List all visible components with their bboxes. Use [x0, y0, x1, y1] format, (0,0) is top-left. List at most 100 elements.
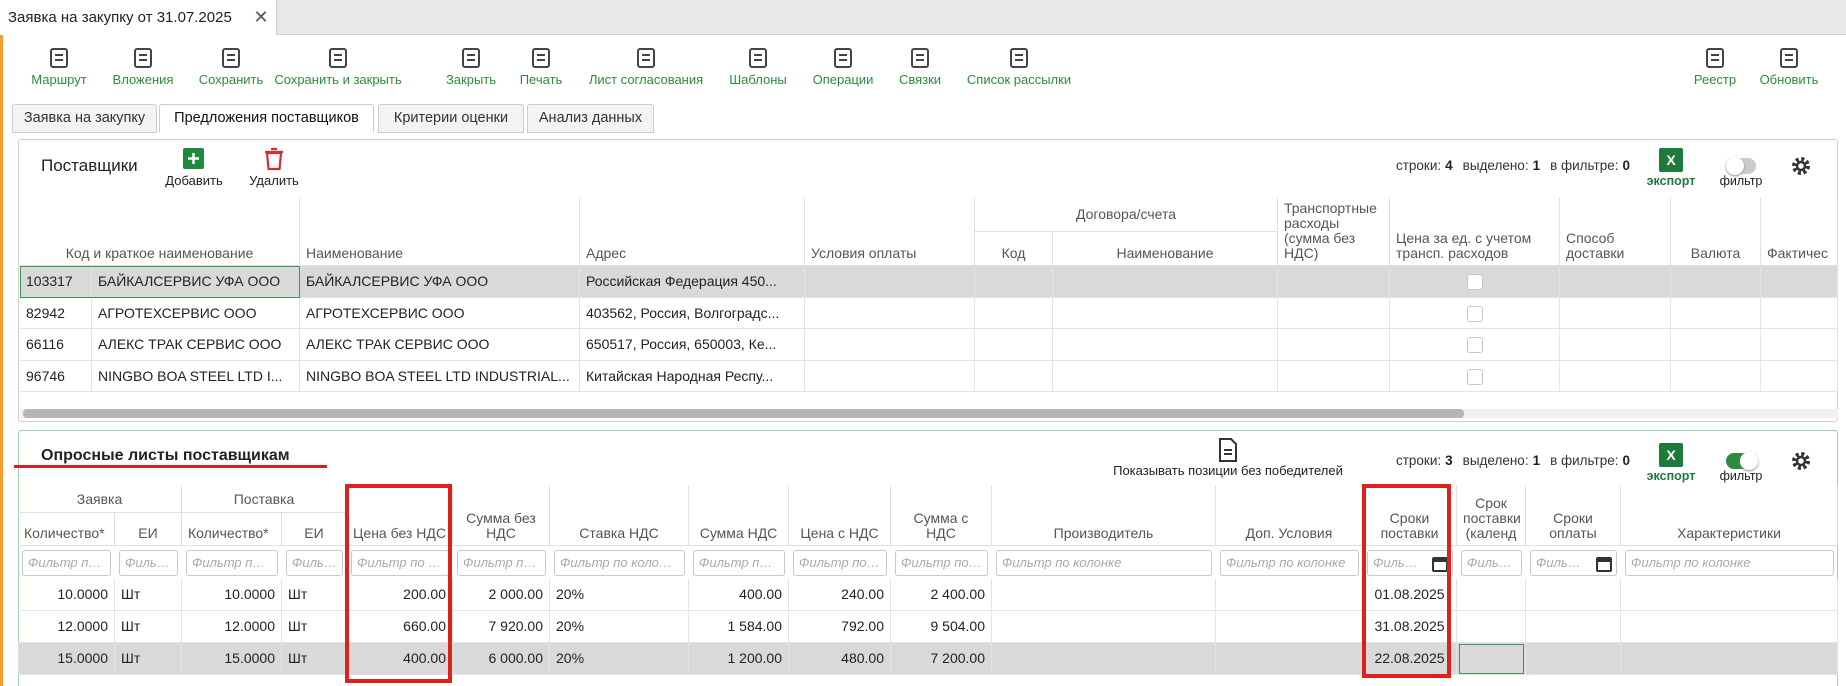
toolbar-button[interactable]: Список рассылки — [966, 72, 1072, 87]
filter-input[interactable]: Фильтр по колонке — [463, 555, 544, 570]
toolbar-icon[interactable] — [1776, 45, 1802, 71]
checkbox[interactable] — [1467, 305, 1483, 322]
stat-label: в фильтре: — [1550, 158, 1619, 173]
doc-icon[interactable] — [1215, 437, 1241, 463]
column-header: Заявка — [18, 486, 182, 513]
filter-input-frame[interactable] — [1625, 550, 1834, 576]
add-button[interactable]: Добавить — [165, 173, 223, 188]
filter-input-frame[interactable] — [554, 550, 685, 576]
stats: строки: 3 выделено: 1 в фильтре: 0 — [1370, 451, 1630, 471]
filter-input-frame[interactable] — [457, 550, 546, 576]
table-row[interactable] — [18, 643, 1838, 675]
filter-input-frame[interactable] — [693, 550, 785, 576]
toolbar-icon-glyph — [834, 48, 852, 68]
toolbar-icon[interactable] — [528, 45, 554, 71]
table-cell — [1278, 266, 1390, 298]
filter-input[interactable]: Фильтр по колонке — [1631, 555, 1751, 570]
toolbar-icon[interactable] — [1006, 45, 1032, 71]
filter-input[interactable]: Фильтр по колонке — [1226, 555, 1346, 570]
settings-glyph — [1792, 157, 1810, 175]
table-cell — [1621, 611, 1838, 643]
table-cell: АЛЕКС ТРАК СЕРВИС ООО — [300, 329, 580, 361]
content-tab[interactable]: Заявка на закупку — [12, 104, 157, 133]
table-cell: NINGBO BOA STEEL LTD I... — [92, 360, 300, 392]
table-cell: Шт — [282, 643, 347, 675]
filter-input[interactable]: Фильтр по колонке — [560, 555, 680, 570]
add-icon-glyph — [183, 148, 204, 169]
table-cell: Шт — [282, 579, 347, 611]
export-icon[interactable]: X — [1658, 147, 1684, 173]
filter-input[interactable]: Фильтр по колонке — [292, 555, 341, 570]
table-cell — [1671, 266, 1761, 298]
filter-input[interactable]: Фильтр по колонке — [1467, 555, 1520, 570]
filter-input[interactable]: Фильтр по колонке — [28, 555, 109, 570]
filter-input-frame[interactable] — [895, 550, 988, 576]
checkbox[interactable] — [1467, 274, 1483, 290]
filter-input-frame[interactable] — [1461, 550, 1522, 576]
filter-input[interactable]: Фильтр по колонке — [901, 555, 986, 570]
column-header: Условия оплаты — [805, 198, 975, 266]
h-scrollbar-thumb[interactable] — [23, 409, 1464, 418]
close-tab[interactable]: ✕ — [253, 7, 269, 27]
table-cell: 20% — [550, 579, 689, 611]
toolbar-button[interactable]: Обновить — [1759, 72, 1819, 87]
table-cell — [1560, 266, 1671, 298]
export-label[interactable]: экспорт — [1646, 174, 1696, 188]
toolbar-icon[interactable] — [130, 45, 156, 71]
toolbar-icon[interactable] — [325, 45, 351, 71]
content-tab[interactable]: Анализ данных — [527, 104, 654, 133]
stat-value: 0 — [1622, 158, 1630, 173]
export-icon[interactable]: X — [1658, 442, 1684, 468]
calendar-icon[interactable] — [1591, 551, 1617, 577]
toolbar-icon[interactable] — [745, 45, 771, 71]
table-cell — [1390, 360, 1560, 392]
filter-input-frame[interactable] — [186, 550, 278, 576]
filter-input-frame[interactable] — [119, 550, 178, 576]
filter-input[interactable]: Фильтр по колонке — [125, 555, 176, 570]
table-cell: БАЙКАЛСЕРВИС УФА ООО — [300, 266, 580, 298]
add-icon[interactable] — [181, 146, 207, 172]
column-header: Сумма НДС — [689, 486, 789, 546]
table-cell: 12.0000 — [182, 611, 282, 643]
settings[interactable] — [1788, 448, 1814, 474]
delete-button[interactable]: Удалить — [249, 173, 299, 188]
table-cell — [1621, 579, 1838, 611]
column-header: Цена с НДС — [789, 486, 891, 546]
toolbar-icon[interactable] — [633, 45, 659, 71]
export-label[interactable]: экспорт — [1646, 469, 1696, 483]
filter-input-frame[interactable] — [22, 550, 111, 576]
filter-label[interactable]: фильтр — [1719, 174, 1763, 188]
table-row[interactable] — [20, 266, 1838, 298]
window-tab[interactable]: Заявка на закупку от 31.07.2025 — [0, 0, 277, 35]
filter-input-frame[interactable] — [1220, 550, 1359, 576]
filter-input[interactable]: Фильтр по колонке — [1536, 555, 1593, 570]
toolbar-icon[interactable] — [46, 45, 72, 71]
column-header: Цена без НДС — [347, 486, 453, 546]
filter-input[interactable]: Фильтр по колонке — [699, 555, 783, 570]
content-tab[interactable]: Предложения поставщиков — [159, 104, 374, 133]
filter-input[interactable]: Фильтр по колонке — [192, 555, 276, 570]
checkbox[interactable] — [1467, 337, 1483, 353]
checkbox[interactable] — [1467, 368, 1483, 385]
filter-input-frame[interactable] — [793, 550, 887, 576]
settings[interactable] — [1788, 153, 1814, 179]
show-no-winner[interactable]: Показывать позиции без победителей — [1113, 463, 1343, 478]
toolbar-icon[interactable] — [218, 45, 244, 71]
filter-input-frame[interactable] — [996, 550, 1212, 576]
filter-input[interactable]: Фильтр по колонке — [1002, 555, 1122, 570]
filter-input-frame[interactable] — [286, 550, 343, 576]
filter-label[interactable]: фильтр — [1719, 469, 1763, 483]
content-tab[interactable]: Критерии оценки — [378, 104, 524, 133]
delete-icon[interactable] — [261, 146, 287, 172]
table-cell — [805, 329, 975, 361]
table-cell: 1 584.00 — [689, 611, 789, 643]
toolbar-icon[interactable] — [1702, 45, 1728, 71]
column-header: ЕИ — [282, 513, 347, 546]
filter-input[interactable]: Фильтр по колонке — [799, 555, 885, 570]
column-header: Доп. Условия — [1216, 486, 1363, 546]
table-cell: 01.08.2025 — [1363, 579, 1457, 611]
toolbar-icon[interactable] — [458, 45, 484, 71]
title-underline — [14, 465, 327, 468]
toolbar-icon[interactable] — [830, 45, 856, 71]
toolbar-icon[interactable] — [907, 45, 933, 71]
